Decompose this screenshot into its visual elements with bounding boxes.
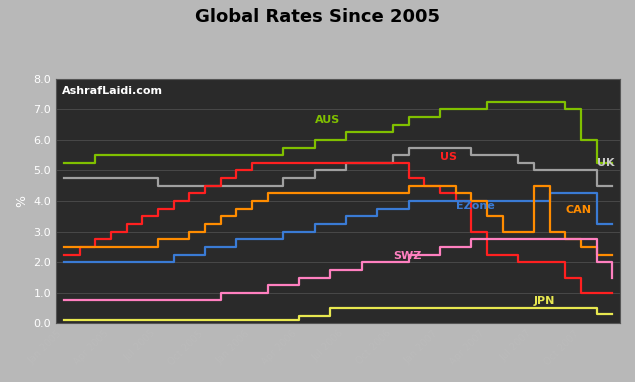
- Text: CAN: CAN: [565, 205, 591, 215]
- Text: JPN: JPN: [534, 296, 555, 306]
- Text: AUS: AUS: [314, 115, 340, 125]
- Text: UK: UK: [596, 158, 614, 168]
- Text: AshrafLaidi.com: AshrafLaidi.com: [62, 86, 163, 96]
- Text: EZone: EZone: [455, 201, 494, 211]
- Y-axis label: %: %: [15, 195, 28, 207]
- Text: SWZ: SWZ: [393, 251, 421, 261]
- Text: US: US: [440, 152, 457, 162]
- Text: Global Rates Since 2005: Global Rates Since 2005: [195, 8, 440, 26]
